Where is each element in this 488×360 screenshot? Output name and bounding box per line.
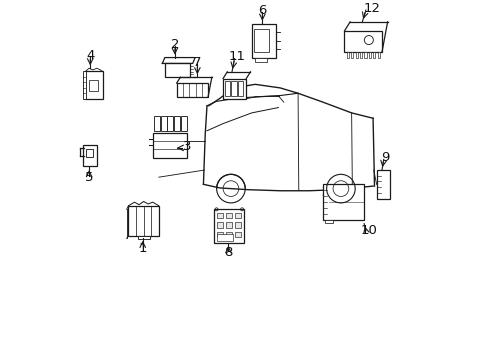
Text: 7: 7 <box>193 56 201 69</box>
Bar <box>251 24 275 58</box>
Bar <box>344 31 381 52</box>
Bar <box>164 63 190 77</box>
Bar <box>364 52 366 58</box>
Text: 9: 9 <box>381 151 389 164</box>
Bar <box>83 72 86 99</box>
Bar <box>176 83 208 97</box>
Bar <box>216 222 223 228</box>
Text: 12: 12 <box>363 2 380 15</box>
Text: 6: 6 <box>258 4 266 17</box>
Bar <box>223 78 246 99</box>
Bar <box>224 81 229 96</box>
Bar <box>234 232 241 238</box>
Bar <box>234 213 241 219</box>
Bar <box>128 206 159 236</box>
Bar <box>137 236 149 239</box>
Bar <box>225 213 232 219</box>
Bar <box>225 232 232 238</box>
Text: 10: 10 <box>360 224 376 237</box>
Bar <box>368 52 370 58</box>
Text: 11: 11 <box>228 50 244 63</box>
Bar <box>85 72 102 99</box>
Bar <box>234 222 241 228</box>
Bar <box>214 209 244 243</box>
Bar <box>83 145 97 166</box>
Bar <box>238 81 243 96</box>
Bar <box>372 52 375 58</box>
Bar <box>323 184 364 220</box>
Text: 8: 8 <box>224 246 232 259</box>
Bar <box>350 52 353 58</box>
Bar <box>359 52 362 58</box>
Bar <box>231 81 236 96</box>
Bar <box>346 52 348 58</box>
Bar <box>181 117 186 131</box>
Bar <box>216 234 233 241</box>
Bar <box>216 232 223 238</box>
Bar <box>167 117 173 131</box>
Bar <box>376 170 389 199</box>
Bar <box>255 58 267 62</box>
Bar <box>153 133 187 158</box>
Bar <box>89 80 98 91</box>
Bar <box>377 52 379 58</box>
Bar <box>325 220 333 223</box>
Bar <box>225 222 232 228</box>
Text: 5: 5 <box>85 171 93 184</box>
Bar <box>174 117 180 131</box>
Bar <box>355 52 357 58</box>
Text: 2: 2 <box>170 38 179 51</box>
Bar <box>216 213 223 219</box>
Text: 1: 1 <box>138 242 147 255</box>
Bar <box>160 117 166 131</box>
Text: 3: 3 <box>183 140 191 153</box>
Bar <box>254 29 268 53</box>
Bar <box>153 117 160 131</box>
Text: 4: 4 <box>86 49 94 62</box>
Bar <box>85 149 92 157</box>
